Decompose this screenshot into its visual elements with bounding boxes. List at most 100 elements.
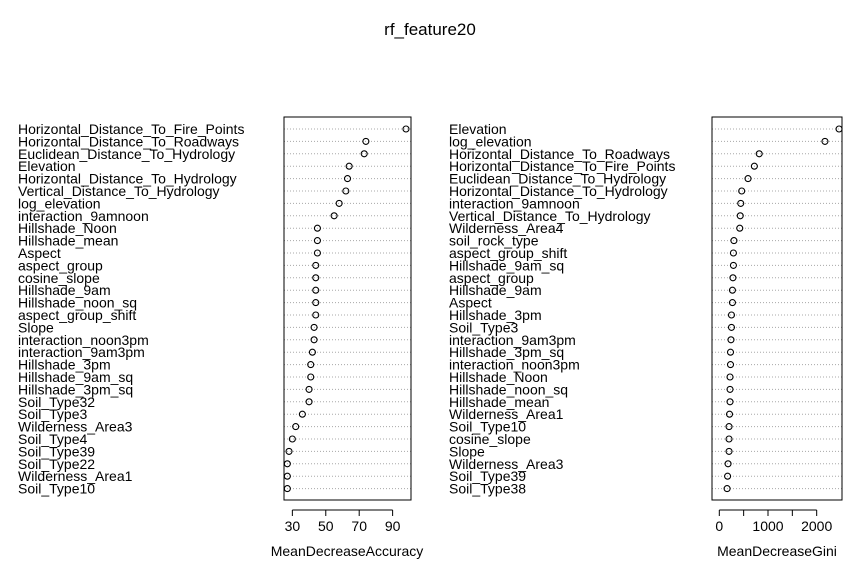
accuracy-variable-label: Soil_Type3 bbox=[18, 406, 87, 422]
gini-variable-label: Horizontal_Distance_To_Hydrology bbox=[449, 183, 668, 199]
gini-x-axis-title: MeanDecreaseGini bbox=[717, 543, 837, 559]
gini-point bbox=[755, 150, 763, 158]
accuracy-variable-label: log_elevation bbox=[18, 195, 101, 211]
accuracy-point bbox=[312, 274, 320, 282]
accuracy-variable-label: Vertical_Distance_To_Hydrology bbox=[18, 183, 220, 199]
gini-point bbox=[727, 311, 736, 319]
accuracy-variable-label: Horizontal_Distance_To_Hydrology bbox=[18, 171, 237, 187]
gini-point bbox=[724, 460, 732, 468]
accuracy-x-axis-title: MeanDecreaseAccuracy bbox=[271, 543, 424, 559]
accuracy-point bbox=[343, 175, 352, 183]
gini-variable-label: interaction_9am3pm bbox=[449, 332, 576, 348]
gini-variable-label: Horizontal_Distance_To_Roadways bbox=[449, 146, 670, 162]
gini-point bbox=[725, 435, 733, 443]
gini-variable-label: Hillshade_Noon bbox=[449, 369, 548, 385]
accuracy-plot-frame bbox=[283, 116, 412, 501]
gini-point bbox=[729, 249, 737, 257]
accuracy-x-tick-label: 50 bbox=[318, 518, 334, 534]
accuracy-point bbox=[362, 137, 370, 145]
gini-point bbox=[729, 261, 737, 269]
accuracy-variable-label: interaction_noon3pm bbox=[18, 332, 149, 348]
accuracy-point bbox=[298, 410, 306, 418]
accuracy-point bbox=[345, 162, 353, 170]
gini-point bbox=[730, 237, 738, 245]
accuracy-variable-label: aspect_group_shift bbox=[18, 307, 136, 323]
gini-x-tick-label: 1000 bbox=[752, 518, 783, 534]
gini-variable-label: aspect_group_shift bbox=[449, 245, 567, 261]
gini-variable-label: Soil_Type38 bbox=[449, 481, 526, 497]
gini-variable-label: Soil_Type3 bbox=[449, 319, 518, 335]
gini-point bbox=[726, 348, 735, 356]
gini-plot-frame bbox=[711, 116, 843, 501]
gini-variable-label: Hillshade_9am bbox=[449, 282, 542, 298]
gini-point bbox=[726, 398, 734, 406]
accuracy-variable-label: aspect_group bbox=[18, 257, 103, 273]
accuracy-variable-label: Hillshade_3pm_sq bbox=[18, 381, 133, 397]
gini-point bbox=[724, 472, 732, 480]
gini-point bbox=[726, 385, 734, 393]
gini-x-tick-label: 2000 bbox=[801, 518, 832, 534]
accuracy-point bbox=[312, 311, 320, 319]
accuracy-point bbox=[292, 423, 300, 431]
gini-variable-label: Horizontal_Distance_To_Fire_Points bbox=[449, 158, 675, 174]
gini-variable-label: Hillshade_mean bbox=[449, 394, 549, 410]
accuracy-x-tick-label: 70 bbox=[351, 518, 367, 534]
accuracy-variable-label: Wilderness_Area3 bbox=[18, 419, 133, 435]
accuracy-x-tick-label: 30 bbox=[285, 518, 301, 534]
gini-variable-label: Hillshade_3pm_sq bbox=[449, 344, 564, 360]
gini-variable-label: Soil_Type10 bbox=[449, 419, 526, 435]
gini-variable-label: interaction_noon3pm bbox=[449, 357, 580, 373]
accuracy-variable-label: interaction_9am3pm bbox=[18, 344, 145, 360]
gini-variable-label: Hillshade_noon_sq bbox=[449, 381, 568, 397]
accuracy-variable-label: Soil_Type32 bbox=[18, 394, 95, 410]
gini-variable-label: Aspect bbox=[449, 295, 492, 311]
gini-point bbox=[727, 323, 736, 331]
gini-variable-label: Vertical_Distance_To_Hydrology bbox=[449, 208, 651, 224]
accuracy-point bbox=[285, 447, 293, 455]
gini-point bbox=[736, 224, 744, 232]
gini-variable-label: Slope bbox=[449, 443, 485, 459]
accuracy-variable-label: Soil_Type4 bbox=[18, 431, 87, 447]
accuracy-point bbox=[305, 398, 313, 406]
accuracy-point bbox=[312, 286, 320, 294]
gini-variable-label: Euclidean_Distance_To_Hydrology bbox=[449, 171, 666, 187]
gini-point bbox=[729, 274, 737, 282]
accuracy-variable-label: Horizontal_Distance_To_Fire_Points bbox=[18, 121, 244, 137]
gini-point bbox=[738, 187, 746, 195]
gini-variable-label: Wilderness_Area1 bbox=[449, 406, 564, 422]
accuracy-point bbox=[288, 435, 296, 443]
accuracy-variable-label: Hillshade_Noon bbox=[18, 220, 117, 236]
accuracy-x-tick-label: 90 bbox=[385, 518, 401, 534]
gini-point bbox=[728, 299, 736, 307]
gini-x-tick-label: 0 bbox=[715, 518, 723, 534]
gini-variable-label: Hillshade_9am_sq bbox=[449, 257, 564, 273]
gini-variable-label: log_elevation bbox=[449, 133, 532, 149]
gini-point bbox=[725, 447, 733, 455]
gini-variable-label: Wilderness_Area4 bbox=[449, 220, 564, 236]
gini-variable-label: Soil_Type39 bbox=[449, 468, 526, 484]
accuracy-point bbox=[342, 187, 350, 195]
gini-variable-label: Hillshade_3pm bbox=[449, 307, 542, 323]
accuracy-point bbox=[313, 237, 321, 245]
accuracy-variable-label: Elevation bbox=[18, 158, 76, 174]
accuracy-point bbox=[335, 199, 343, 207]
accuracy-point bbox=[307, 361, 315, 369]
accuracy-variable-label: interaction_9amnoon bbox=[18, 208, 149, 224]
accuracy-point bbox=[307, 373, 315, 381]
gini-variable-label: interaction_9amnoon bbox=[449, 195, 580, 211]
accuracy-variable-label: Soil_Type10 bbox=[18, 481, 95, 497]
accuracy-point bbox=[330, 212, 338, 220]
accuracy-point bbox=[305, 385, 313, 393]
gini-point bbox=[726, 373, 734, 381]
gini-point bbox=[750, 162, 758, 170]
accuracy-point bbox=[402, 125, 410, 133]
accuracy-point bbox=[313, 249, 321, 257]
accuracy-panel: Horizontal_Distance_To_Fire_PointsHorizo… bbox=[18, 116, 424, 559]
chart-title: rf_feature20 bbox=[384, 20, 476, 39]
accuracy-variable-label: Horizontal_Distance_To_Roadways bbox=[18, 133, 239, 149]
accuracy-variable-label: Euclidean_Distance_To_Hydrology bbox=[18, 146, 235, 162]
gini-point bbox=[725, 410, 734, 418]
accuracy-variable-label: Aspect bbox=[18, 245, 61, 261]
gini-point bbox=[725, 423, 733, 431]
accuracy-point bbox=[312, 299, 320, 307]
